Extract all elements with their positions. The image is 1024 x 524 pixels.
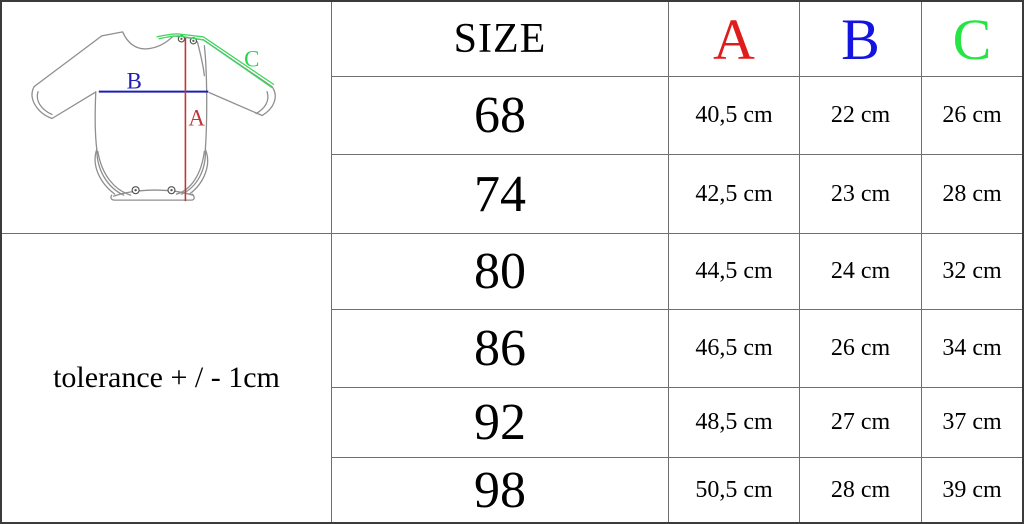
size-value: 98 <box>332 458 669 522</box>
measurement-c: 37 cm <box>922 388 1022 458</box>
size-value: 74 <box>332 155 669 234</box>
measurement-b: 28 cm <box>800 458 922 522</box>
tolerance-note: tolerance + / - 1cm <box>53 361 280 394</box>
column-header-c: C <box>922 2 1022 77</box>
size-value: 80 <box>332 234 669 310</box>
column-header-a: A <box>669 2 800 77</box>
measurement-b: 24 cm <box>800 234 922 310</box>
measurement-label-c: C <box>244 47 259 72</box>
measurement-a: 46,5 cm <box>669 310 800 388</box>
diagram-panel: B A C <box>2 2 332 234</box>
measurement-a: 40,5 cm <box>669 77 800 155</box>
measurement-a: 42,5 cm <box>669 155 800 234</box>
measurement-b: 27 cm <box>800 388 922 458</box>
measurement-c: 26 cm <box>922 77 1022 155</box>
column-header-b: B <box>800 2 922 77</box>
measurement-line-c <box>156 33 275 89</box>
size-column-header: SIZE <box>332 2 669 77</box>
measurement-a: 50,5 cm <box>669 458 800 522</box>
measurement-c: 32 cm <box>922 234 1022 310</box>
measurement-a: 48,5 cm <box>669 388 800 458</box>
measurement-c: 28 cm <box>922 155 1022 234</box>
size-value: 92 <box>332 388 669 458</box>
tolerance-panel: tolerance + / - 1cm <box>2 234 332 522</box>
measurement-label-a: A <box>188 105 205 130</box>
snap-buttons <box>131 35 198 195</box>
measurement-c: 39 cm <box>922 458 1022 522</box>
measurement-b: 26 cm <box>800 310 922 388</box>
measurement-b: 22 cm <box>800 77 922 155</box>
measurement-b: 23 cm <box>800 155 922 234</box>
size-value: 68 <box>332 77 669 155</box>
bodysuit-outline <box>31 31 276 201</box>
bodysuit-diagram: B A C <box>31 31 276 202</box>
size-value: 86 <box>332 310 669 388</box>
measurement-a: 44,5 cm <box>669 234 800 310</box>
measurement-label-b: B <box>127 69 142 94</box>
measurement-c: 34 cm <box>922 310 1022 388</box>
